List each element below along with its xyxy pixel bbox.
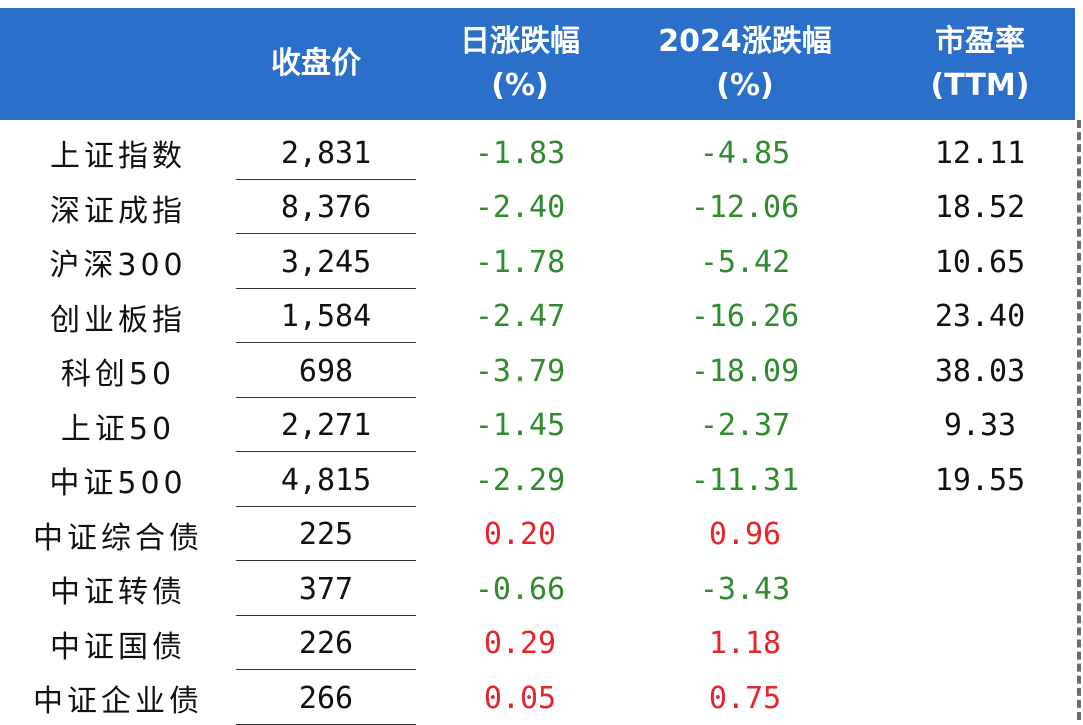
table-row: 中证国债 226 0.29 1.18 [0, 617, 1075, 671]
table-row: 中证500 4,815 -2.29 -11.31 19.55 [0, 453, 1075, 507]
cell-ytd: 0.75 [708, 680, 782, 716]
row-separator [236, 396, 416, 398]
cell-name: 中证500 [49, 466, 187, 501]
row-separator [236, 287, 416, 289]
cell-close: 266 [298, 680, 354, 716]
cell-ytd: 1.18 [708, 626, 782, 661]
cell-daily: -0.66 [474, 571, 566, 607]
row-separator [236, 233, 416, 234]
cell-name: 中证综合债 [33, 520, 203, 556]
table-row: 上证50 2,271 -1.45 -2.37 9.33 [0, 399, 1075, 453]
table-header: 收盘价 日涨跌幅 (%) 2024涨跌幅 (%) 市盈率 (TTM) [0, 8, 1075, 120]
cell-daily: -2.29 [474, 462, 566, 498]
row-separator [236, 505, 416, 507]
cell-ytd: -2.37 [699, 408, 791, 443]
cell-close: 377 [298, 571, 354, 607]
cell-close: 8,376 [280, 190, 372, 225]
cell-ytd: -16.26 [690, 299, 800, 334]
cell-ytd: -11.31 [690, 462, 800, 498]
cell-daily: -2.47 [474, 299, 566, 334]
header-ytd-change: 2024涨跌幅 (%) [658, 24, 832, 103]
row-separator [236, 178, 416, 180]
header-daily-change: 日涨跌幅 (%) [460, 24, 580, 103]
cell-pe [880, 617, 1080, 671]
table-row: 沪深300 3,245 -1.78 -5.42 10.65 [0, 235, 1075, 289]
cell-ytd: -5.42 [699, 244, 791, 280]
header-close-price: 收盘价 [271, 46, 361, 81]
row-separator [236, 451, 416, 452]
cell-close: 1,584 [280, 299, 372, 334]
table-row: 科创50 698 -3.79 -18.09 38.03 [0, 344, 1075, 398]
cell-daily: -2.40 [474, 190, 566, 225]
cell-pe [880, 508, 1080, 562]
right-dashed-border [1077, 120, 1081, 720]
cell-pe: 18.52 [934, 190, 1026, 225]
row-separator [236, 560, 416, 561]
cell-daily: -1.78 [474, 244, 566, 280]
cell-name: 上证指数 [50, 139, 186, 174]
table-row: 中证综合债 225 0.20 0.96 [0, 508, 1075, 562]
cell-name: 中证企业债 [33, 684, 203, 719]
cell-ytd: -4.85 [699, 135, 791, 171]
cell-close: 4,815 [280, 462, 372, 498]
row-separator [236, 723, 416, 725]
cell-close: 698 [298, 353, 354, 389]
table-row: 上证指数 2,831 -1.83 -4.85 12.11 [0, 126, 1075, 180]
cell-daily: 0.29 [483, 626, 557, 661]
cell-close: 3,245 [280, 244, 372, 280]
cell-close: 2,831 [280, 135, 372, 171]
cell-name: 上证50 [60, 411, 176, 447]
row-separator [236, 342, 416, 343]
cell-pe: 38.03 [934, 353, 1026, 389]
cell-name: 中证转债 [50, 575, 186, 610]
cell-daily: -1.83 [474, 135, 566, 171]
cell-daily: 0.20 [483, 517, 557, 552]
table-row: 中证企业债 266 0.05 0.75 [0, 671, 1075, 725]
cell-daily: -3.79 [474, 353, 566, 389]
cell-ytd: -18.09 [690, 353, 800, 389]
table-row: 中证转债 377 -0.66 -3.43 [0, 562, 1075, 616]
cell-name: 深证成指 [50, 193, 186, 229]
row-separator [236, 614, 416, 616]
table-row: 创业板指 1,584 -2.47 -16.26 23.40 [0, 290, 1075, 344]
cell-name: 中证国债 [50, 629, 186, 665]
cell-pe: 10.65 [934, 244, 1026, 280]
cell-name: 沪深300 [49, 248, 187, 283]
cell-ytd: 0.96 [708, 517, 782, 552]
cell-daily: 0.05 [483, 680, 557, 716]
cell-close: 226 [298, 626, 354, 661]
table-row: 深证成指 8,376 -2.40 -12.06 18.52 [0, 181, 1075, 235]
cell-ytd: -12.06 [690, 190, 800, 225]
cell-close: 2,271 [280, 408, 372, 443]
cell-ytd: -3.43 [699, 571, 791, 607]
cell-name: 科创50 [60, 357, 176, 392]
cell-pe [880, 671, 1080, 725]
header-pe-ratio: 市盈率 (TTM) [930, 24, 1030, 103]
cell-close: 225 [298, 517, 354, 552]
cell-daily: -1.45 [474, 408, 566, 443]
cell-pe: 19.55 [934, 462, 1026, 498]
row-separator [236, 669, 416, 670]
cell-name: 创业板指 [50, 302, 186, 338]
cell-pe: 12.11 [934, 135, 1026, 171]
cell-pe: 23.40 [934, 299, 1026, 334]
cell-pe: 9.33 [943, 408, 1017, 443]
cell-pe [880, 562, 1080, 616]
